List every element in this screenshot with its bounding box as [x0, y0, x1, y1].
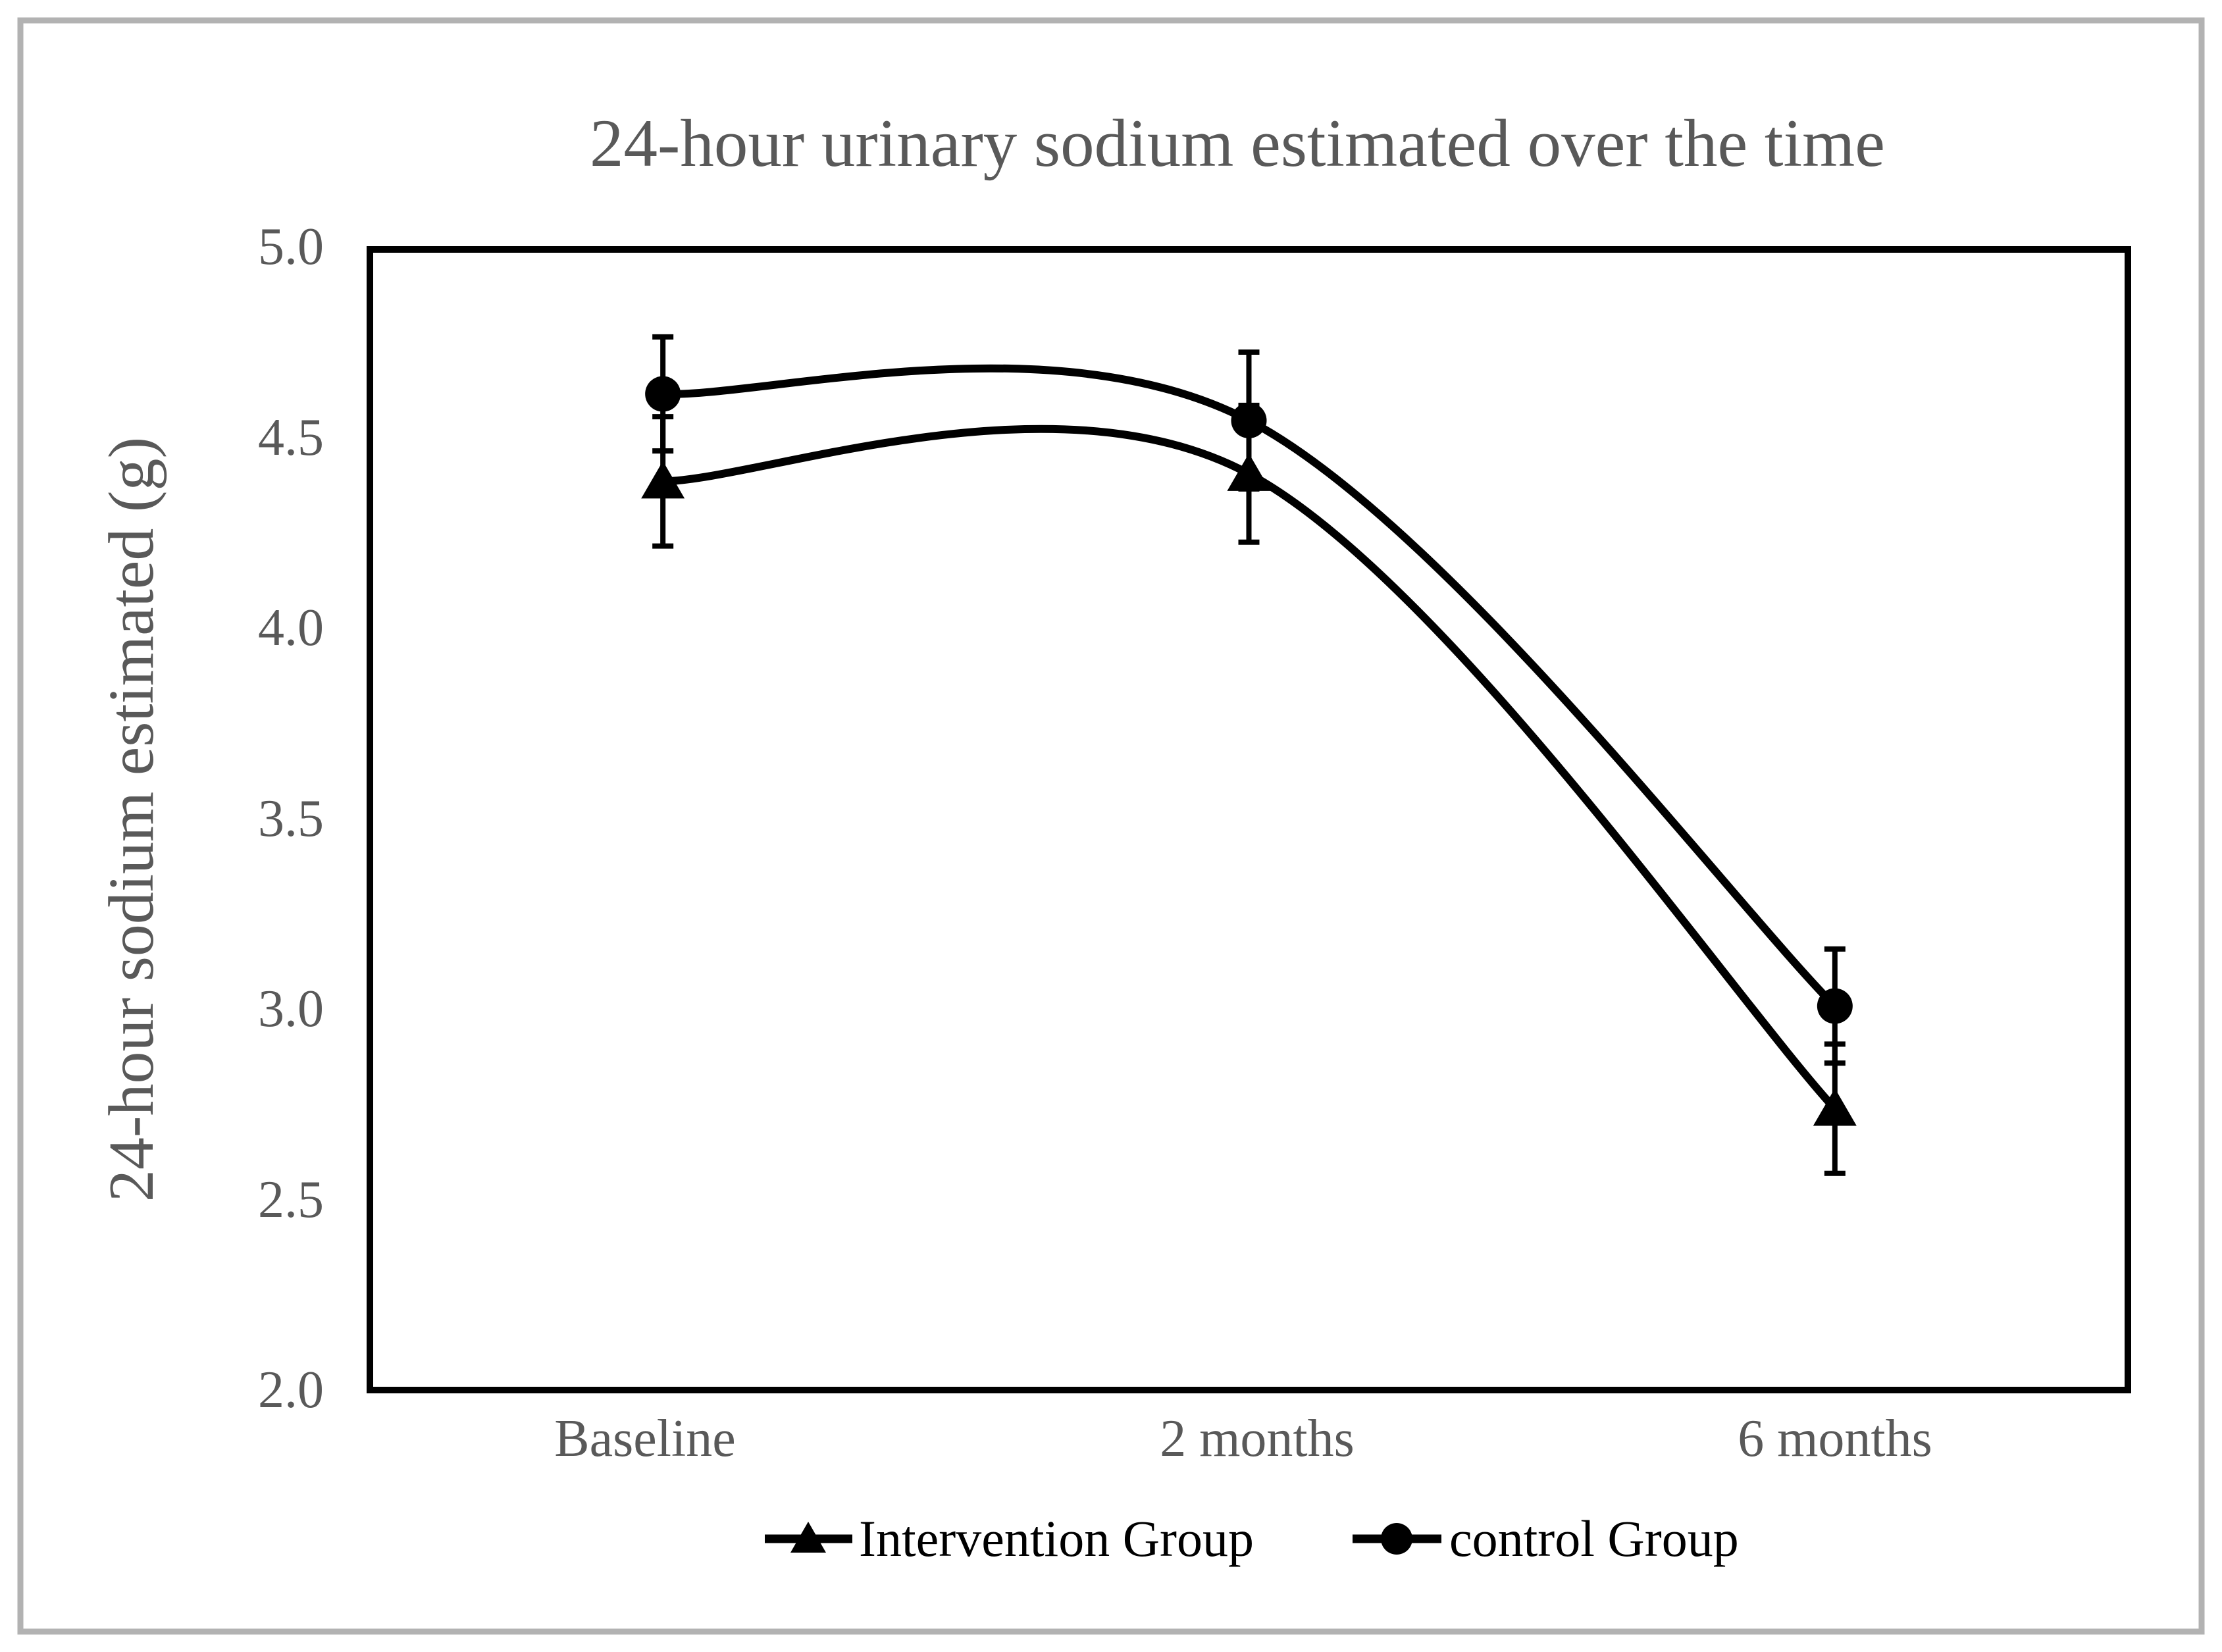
legend: Intervention Group control Group: [765, 1510, 1739, 1567]
y-tick-label: 4.5: [258, 409, 324, 467]
plot-area-border: [367, 246, 2131, 1393]
legend-item-intervention-group: Intervention Group: [765, 1510, 1254, 1567]
plot-series: [641, 334, 1857, 1176]
circle-marker-icon: [1381, 1523, 1412, 1555]
data-point-triangle: [641, 461, 685, 499]
y-tick-label: 3.5: [258, 790, 324, 848]
data-point-triangle: [1227, 453, 1271, 491]
y-tick-label: 5.0: [258, 218, 324, 276]
y-axis-title: 24-hour sodium estimated (g): [96, 437, 167, 1202]
series-curve-control-group: [662, 364, 1838, 1009]
data-point-circle: [1817, 988, 1853, 1024]
x-tick-labels: Baseline 2 months 6 months: [554, 1410, 1932, 1468]
y-tick-labels: 5.0 4.5 4.0 3.5 3.0 2.5 2.0: [258, 218, 324, 1419]
legend-label: control Group: [1449, 1510, 1739, 1567]
triangle-marker-icon: [790, 1522, 826, 1553]
legend-label: Intervention Group: [859, 1510, 1254, 1567]
data-point-circle: [1231, 402, 1267, 438]
data-point-triangle: [1813, 1088, 1857, 1126]
x-tick-label: 6 months: [1738, 1410, 1932, 1468]
y-tick-label: 2.0: [258, 1361, 324, 1419]
series-curve-intervention-group: [663, 425, 1838, 1112]
y-tick-label: 4.0: [258, 599, 324, 657]
legend-item-control-group: control Group: [1353, 1510, 1739, 1567]
y-tick-label: 2.5: [258, 1171, 324, 1229]
x-tick-label: 2 months: [1160, 1410, 1355, 1468]
y-tick-label: 3.0: [258, 980, 324, 1038]
x-tick-label: Baseline: [554, 1410, 735, 1468]
chart-title: 24-hour urinary sodium estimated over th…: [590, 106, 1885, 181]
data-point-circle: [645, 376, 681, 412]
outer-frame-border: [17, 17, 2205, 1635]
